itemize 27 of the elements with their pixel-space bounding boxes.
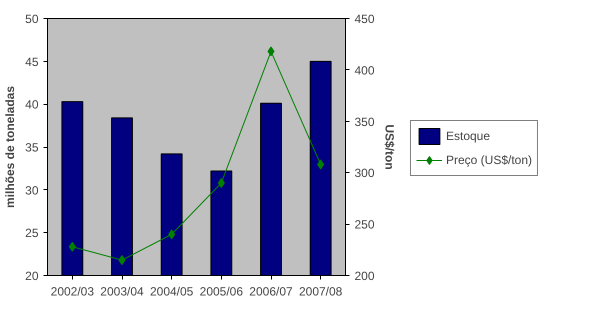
y-tick-label: 40: [25, 98, 39, 112]
y-tick-label: 20: [25, 269, 39, 283]
y2-tick-label: 400: [354, 63, 375, 78]
point: [317, 159, 324, 170]
legend-label: Estoque: [446, 128, 490, 142]
y2-tick-label: 450: [354, 12, 375, 26]
y-tick-label: 35: [25, 140, 39, 154]
point: [168, 229, 176, 240]
y-tick-label: 50: [25, 12, 39, 26]
x-tick-label: 2003/04: [100, 284, 144, 298]
x-tick-label: 2006/07: [249, 284, 294, 298]
y-tick-label: 45: [25, 54, 39, 69]
point: [218, 178, 225, 188]
y2-tick-label: 300: [354, 166, 375, 180]
y2-tick-label: 200: [354, 269, 375, 283]
y2-tick-label: 250: [354, 218, 375, 232]
y2-tick-label: 350: [354, 114, 375, 129]
x-tick-label: 2002/03: [50, 284, 94, 298]
x-tick-label: 2005/06: [200, 284, 244, 298]
x-tick-label: 2007/08: [298, 284, 343, 298]
y-tick-label: 30: [25, 183, 39, 198]
y2-axis-title: US$/ton: [382, 124, 397, 170]
legend-label: Preço (US$/ton): [446, 152, 532, 166]
y-axis-title: milhões de toneladas: [3, 86, 18, 208]
x-tick-label: 2004/05: [150, 284, 194, 298]
point: [68, 242, 76, 252]
y-tick-label: 25: [25, 226, 39, 240]
